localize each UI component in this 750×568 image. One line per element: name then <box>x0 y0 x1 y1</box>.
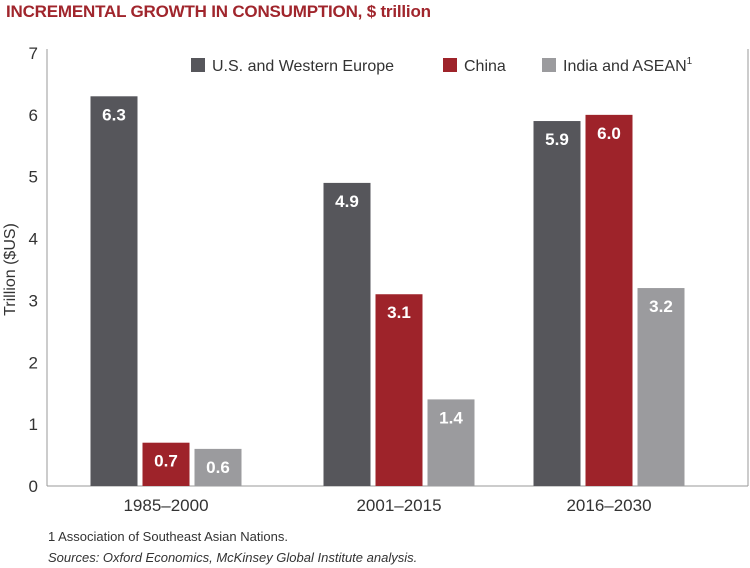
legend-swatch <box>542 58 556 72</box>
x-tick-label: 2016–2030 <box>566 496 651 515</box>
x-tick-label: 2001–2015 <box>356 496 441 515</box>
bar-value-label: 4.9 <box>335 192 359 211</box>
bar-value-label: 0.7 <box>154 452 178 471</box>
bar-value-label: 6.3 <box>102 105 126 124</box>
x-tick-label: 1985–2000 <box>123 496 208 515</box>
bar <box>375 294 423 486</box>
bar <box>90 96 138 487</box>
sources-note: Sources: Oxford Economics, McKinsey Glob… <box>48 550 418 565</box>
legend-swatch <box>443 58 457 72</box>
bar-value-label: 5.9 <box>545 130 569 149</box>
bar <box>142 442 190 486</box>
bar-value-label: 1.4 <box>439 408 463 427</box>
legend-superscript: 1 <box>687 56 693 67</box>
y-tick-label: 0 <box>29 477 38 496</box>
y-axis-label: Trillion ($US) <box>2 223 19 316</box>
legend: U.S. and Western Europe China India and AS… <box>191 56 693 75</box>
bar-value-label: 3.1 <box>387 303 411 322</box>
legend-label: China <box>464 58 506 75</box>
footnote: 1 Association of Southeast Asian Nations… <box>48 529 288 544</box>
y-tick-label: 2 <box>29 353 38 372</box>
bar-value-label: 0.6 <box>206 458 230 477</box>
bars: 6.3 0.7 0.6 4.9 3.1 1.4 5.9 6.0 3.2 <box>90 96 685 487</box>
legend-swatch <box>191 58 205 72</box>
chart-title: INCREMENTAL GROWTH IN CONSUMPTION, $ tri… <box>6 2 431 21</box>
bar <box>533 121 581 487</box>
bar <box>585 114 633 486</box>
bar-value-label: 3.2 <box>649 297 673 316</box>
bar <box>194 448 242 486</box>
y-tick-label: 3 <box>29 291 38 310</box>
y-tick-label: 1 <box>29 415 38 434</box>
bar <box>427 399 475 486</box>
legend-label: U.S. and Western Europe <box>212 58 394 75</box>
legend-label: India and ASEAN1 <box>563 56 693 75</box>
y-tick-label: 4 <box>29 230 38 249</box>
y-tick-label: 5 <box>29 168 38 187</box>
bar <box>323 182 371 486</box>
bar-value-label: 6.0 <box>597 124 621 143</box>
bar <box>637 288 685 486</box>
y-tick-label: 6 <box>29 106 38 125</box>
y-tick-label: 7 <box>29 44 38 63</box>
notes: 1 Association of Southeast Asian Nations… <box>48 526 417 568</box>
